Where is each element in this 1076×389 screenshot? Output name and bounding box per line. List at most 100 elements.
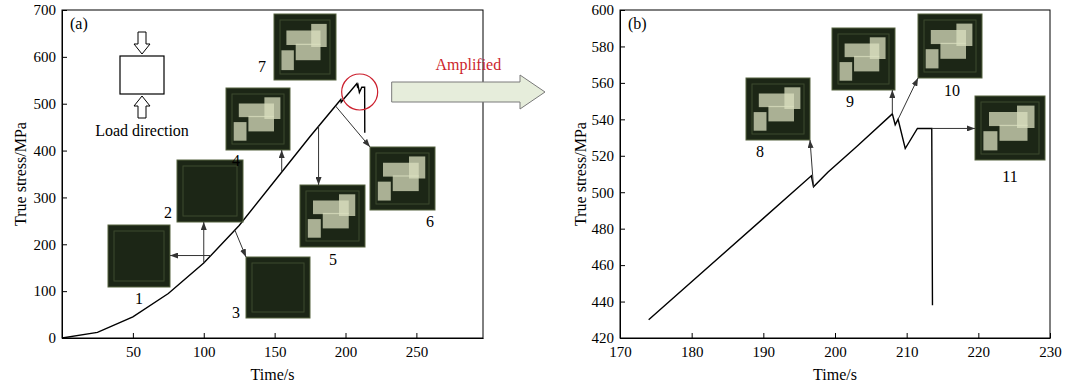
photo-specimen: [280, 20, 330, 74]
photo-specimen: [252, 263, 304, 312]
photo-number: 10: [944, 82, 960, 99]
photo-number: 9: [846, 93, 854, 110]
y-tick-label: 520: [592, 148, 615, 164]
y-tick-mark: [62, 197, 67, 198]
photo-arrow: [235, 230, 246, 257]
y-tick-label: 560: [592, 75, 615, 91]
photo-arrow: [203, 222, 204, 263]
photo-frame: [226, 88, 290, 150]
panel: 1701801902002102202304204404604805005205…: [572, 2, 1062, 383]
y-axis: 0100200300400500600700: [34, 2, 68, 346]
panel: 501001502002500100200300400500600700Time…: [12, 2, 545, 383]
y-tick: 440: [592, 294, 626, 310]
y-axis-title: True stress/MPa: [572, 122, 589, 226]
y-tick-mark: [620, 265, 625, 266]
photo-highlight: [983, 131, 997, 150]
y-tick: 300: [34, 190, 68, 206]
specimen-photo: [177, 160, 243, 222]
panel-label: (a): [70, 15, 88, 33]
x-tick-mark: [133, 333, 134, 338]
photo-highlight: [1017, 106, 1035, 128]
specimen-photo: [274, 14, 336, 80]
y-tick-label: 500: [592, 185, 615, 201]
specimen-photo: [226, 88, 290, 150]
photo-highlight: [409, 156, 425, 178]
y-tick-mark: [620, 229, 625, 230]
y-tick-label: 420: [592, 330, 615, 346]
specimen-photo: [746, 78, 810, 140]
y-axis-title: True stress/MPa: [12, 122, 29, 226]
x-tick-label: 100: [193, 344, 216, 360]
photo-specimen: [981, 102, 1039, 154]
y-axis-line: [620, 11, 621, 339]
photo-arrow: [318, 126, 319, 185]
photo-highlight: [840, 62, 853, 81]
photo-arrow: [898, 78, 918, 119]
x-tick-label: 230: [1039, 344, 1062, 360]
y-tick-label: 300: [34, 190, 57, 206]
specimen-photo: [370, 147, 435, 210]
x-tick: 180: [681, 333, 704, 360]
plot-area: [62, 84, 365, 338]
y-tick: 0: [49, 330, 68, 346]
photo-highlight: [870, 37, 886, 59]
annotations: 891011: [746, 14, 1045, 187]
x-tick-mark: [346, 333, 347, 338]
photo-highlight: [339, 194, 355, 216]
photo-highlight: [264, 97, 280, 119]
x-tick-mark: [1050, 333, 1051, 338]
y-tick-label: 700: [34, 2, 57, 18]
y-axis-line: [62, 11, 63, 339]
x-tick-label: 200: [335, 344, 358, 360]
specimen-photo: [975, 96, 1045, 160]
photo-highlight: [311, 24, 327, 47]
load-arrow: [134, 96, 150, 118]
plot-frame: [62, 10, 483, 338]
x-tick-label: 200: [824, 344, 847, 360]
y-tick: 420: [592, 330, 626, 346]
photo-highlight: [926, 49, 939, 68]
y-tick-mark: [620, 119, 625, 120]
y-tick: 500: [592, 185, 626, 201]
y-tick: 100: [34, 283, 68, 299]
y-tick: 700: [34, 2, 68, 18]
y-tick-mark: [62, 57, 67, 58]
photo-specimen: [232, 94, 284, 144]
x-tick-label: 190: [753, 344, 776, 360]
y-tick-mark: [62, 104, 67, 105]
load-direction: Load direction: [95, 32, 189, 139]
x-tick-label: 210: [896, 344, 919, 360]
photo-number: 2: [164, 204, 172, 221]
photo-frame: [177, 160, 243, 222]
specimen-photo: [246, 257, 310, 318]
photo-frame: [246, 257, 310, 318]
specimen-photo: [918, 14, 982, 78]
x-tick: 210: [896, 333, 919, 360]
y-tick: 600: [592, 2, 626, 18]
x-tick: 200: [335, 333, 358, 360]
x-tick-mark: [692, 333, 693, 338]
y-tick-label: 600: [34, 49, 57, 65]
x-axis: 170180190200210220230: [609, 333, 1062, 360]
stress-curve: [649, 114, 933, 320]
photo-highlight: [754, 112, 767, 131]
x-tick-mark: [978, 333, 979, 338]
y-tick-label: 400: [34, 143, 57, 159]
photo-highlight: [784, 87, 800, 109]
photo-frame: [832, 28, 895, 90]
y-tick: 400: [34, 143, 68, 159]
x-axis-line: [621, 338, 1051, 339]
y-tick: 200: [34, 237, 68, 253]
x-tick-label: 250: [406, 344, 429, 360]
photo-frame: [274, 14, 336, 80]
photo-frame: [300, 185, 365, 247]
photo-number: 5: [329, 251, 337, 268]
y-tick-label: 600: [592, 2, 615, 18]
y-tick-mark: [62, 338, 67, 339]
y-tick-label: 460: [592, 257, 615, 273]
specimen-photo: [832, 28, 895, 90]
photo-highlight: [308, 219, 321, 238]
stress-curve: [62, 84, 365, 338]
plot-area: [649, 114, 933, 320]
photo-arrow: [336, 106, 370, 147]
